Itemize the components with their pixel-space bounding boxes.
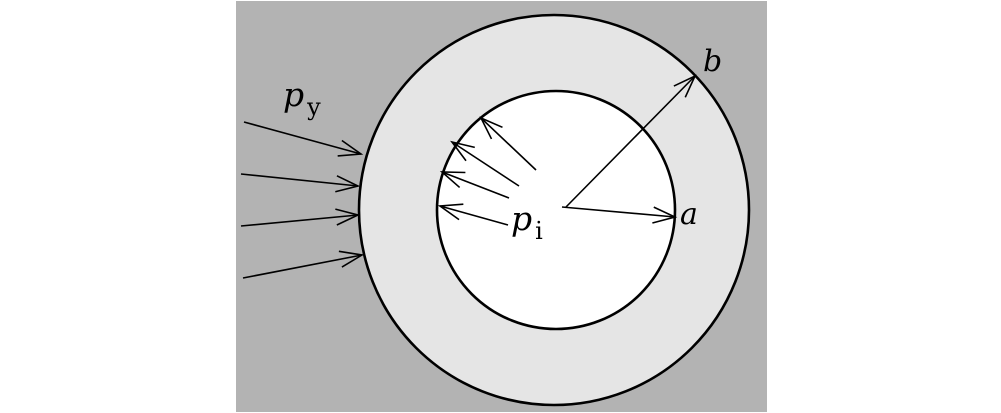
external-pressure-arrow	[240, 208, 361, 227]
external-pressure-arrows	[240, 121, 365, 279]
outer-radius-arrow	[565, 74, 697, 208]
radius-arrows	[561, 74, 697, 224]
external-pressure-arrow	[240, 173, 361, 193]
outer-radius-label: b	[703, 44, 722, 79]
inner-radius-arrow	[561, 206, 678, 224]
internal-pressure-arrows	[437, 116, 537, 226]
internal-pressure-arrow	[437, 203, 509, 226]
external-pressure-arrow	[243, 121, 364, 157]
internal-pressure-arrow	[450, 140, 520, 187]
internal-pressure-arrow	[439, 171, 510, 199]
inner-boundary	[435, 89, 677, 331]
external-pressure-arrow	[242, 250, 365, 279]
inner-radius-label: a	[680, 197, 698, 232]
internal-pressure-arrow	[479, 116, 537, 171]
